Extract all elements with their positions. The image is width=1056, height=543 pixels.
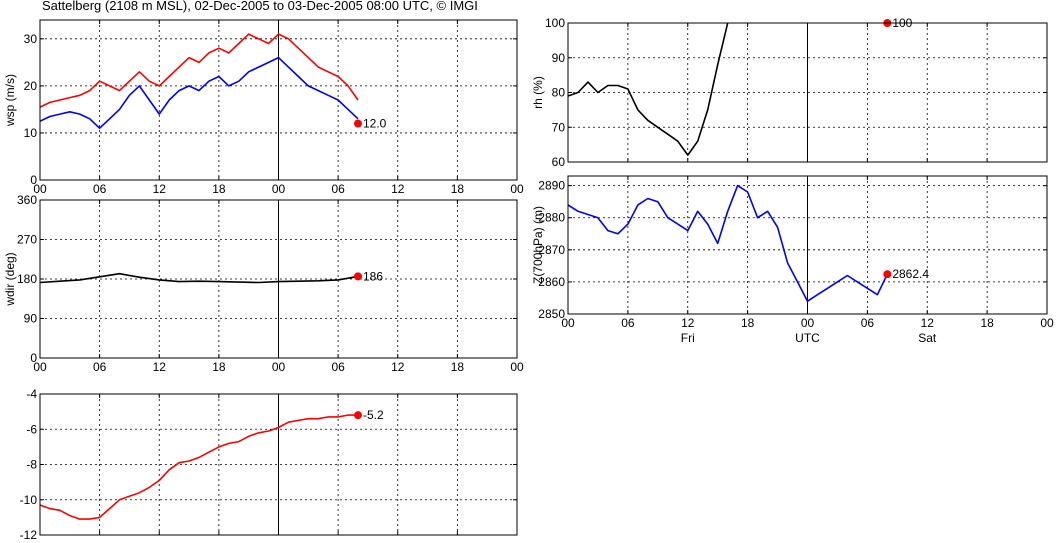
last-value-marker	[354, 119, 362, 128]
y-axis-label: Z(700hPa) (m)	[531, 206, 545, 284]
x-tick-label: 12	[153, 182, 167, 196]
y-tick-label: 90	[552, 51, 566, 65]
y-tick-label: -8	[26, 458, 37, 472]
y-tick-label: 10	[24, 126, 38, 140]
y-tick-label: -12	[20, 528, 38, 542]
x-tick-label: 00	[272, 182, 286, 196]
x-tick-label: 00	[561, 316, 575, 330]
y-tick-label: -4	[26, 387, 37, 401]
x-tick-label: 06	[331, 360, 345, 374]
x-tick-label: 06	[93, 360, 107, 374]
y-tick-label: 20	[24, 79, 38, 93]
y-tick-label: -6	[26, 422, 37, 436]
series-line-temp-0	[39, 414, 358, 520]
y-tick-label: 70	[552, 120, 566, 134]
x-tick-label: 00	[510, 182, 524, 196]
y-tick-label: 2870	[538, 243, 565, 257]
x-tick-label: 06	[331, 182, 345, 196]
x-group-label: Fri	[681, 331, 695, 345]
x-tick-label: 18	[212, 182, 226, 196]
series-line-wdir-0	[39, 272, 359, 284]
last-value-marker	[354, 411, 362, 420]
y-tick-label: 60	[552, 155, 566, 169]
x-tick-label: 00	[510, 360, 524, 374]
series-line-rh-0	[567, 22, 729, 156]
y-axis-label: rh (%)	[531, 76, 545, 109]
last-value-marker	[883, 270, 892, 279]
y-axis-label: wdir (deg)	[3, 252, 17, 306]
last-value-label: 12.0	[363, 117, 387, 131]
x-tick-label: 00	[801, 316, 815, 330]
x-group-label: Sat	[918, 331, 937, 345]
y-tick-label: 0	[30, 173, 37, 187]
panel-z700: 2862.4 2850 2860 2870 2880 2890 00 06 12 18 00 06 12…	[531, 175, 1054, 345]
last-value-label: -5.2	[363, 408, 384, 422]
y-tick-label: 2890	[538, 179, 565, 193]
last-value-marker	[354, 272, 362, 281]
figure-title: Sattelberg (2108 m MSL), 02-Dec-2005 to …	[42, 0, 478, 13]
y-axis-label: wsp (m/s)	[3, 74, 17, 127]
x-tick-label: 18	[741, 316, 755, 330]
y-tick-label: -10	[20, 493, 38, 507]
x-tick-label: 18	[451, 360, 465, 374]
y-tick-label: 270	[17, 233, 37, 247]
y-tick-label: 360	[17, 193, 37, 207]
x-tick-label: 00	[33, 360, 47, 374]
x-tick-label: 12	[391, 360, 405, 374]
x-tick-label: 18	[212, 360, 226, 374]
series-line-wsp-0	[39, 33, 359, 108]
x-tick-label: 00	[33, 182, 47, 196]
panel-temp: -5.2 -12 -10 -8 -6 -4	[20, 387, 518, 542]
panel-wdir: 186 0 90 180 270 360 00 06 12 18 00 06 12 18 00 wdir (d…	[3, 193, 524, 374]
x-tick-label: 12	[153, 360, 167, 374]
last-value-label: 2862.4	[892, 267, 929, 281]
x-tick-label: 00	[1040, 316, 1054, 330]
y-tick-label: 90	[24, 312, 38, 326]
y-tick-label: 2880	[538, 211, 565, 225]
series-line-z700-0	[567, 184, 889, 303]
x-tick-label: 12	[921, 316, 935, 330]
panel-wsp: 12.0 0 10 20 30 00 06 12 18 00 06 12 18 00 wsp (m/s)	[3, 19, 524, 196]
y-tick-label: 2860	[538, 275, 565, 289]
x-tick-label: 06	[621, 316, 635, 330]
y-tick-label: 80	[552, 86, 566, 100]
series-line-wsp-1	[39, 56, 359, 129]
x-tick-label: 00	[272, 360, 286, 374]
y-tick-label: 180	[17, 272, 37, 286]
x-tick-label: 18	[980, 316, 994, 330]
x-tick-label: 18	[451, 182, 465, 196]
y-tick-label: 0	[30, 351, 37, 365]
y-tick-label: 30	[24, 32, 38, 46]
x-tick-label: 12	[681, 316, 695, 330]
last-value-label: 186	[363, 269, 383, 283]
x-group-label: UTC	[795, 331, 820, 345]
y-tick-label: 100	[545, 16, 565, 30]
x-tick-label: 06	[861, 316, 875, 330]
y-tick-label: 2850	[538, 307, 565, 321]
x-tick-label: 06	[93, 182, 107, 196]
x-tick-label: 12	[391, 182, 405, 196]
